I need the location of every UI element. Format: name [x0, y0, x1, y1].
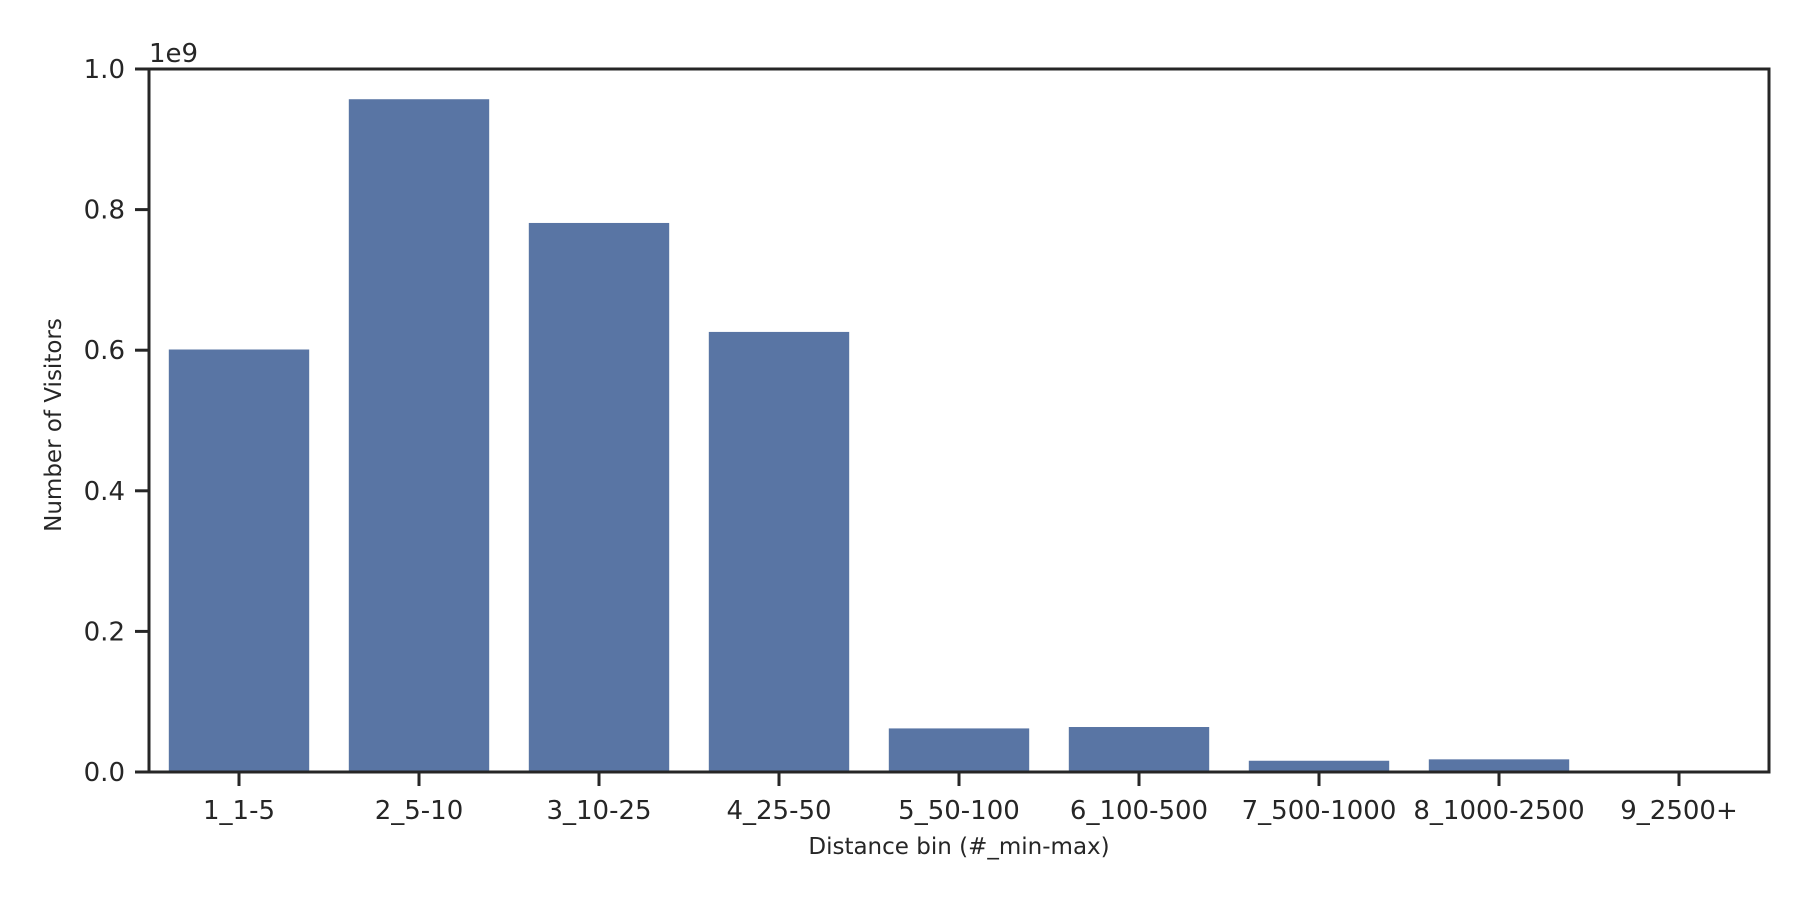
bar-5_50-100: [888, 728, 1030, 772]
x-tick-label: 5_50-100: [898, 796, 1020, 826]
bar-2_5-10: [348, 99, 490, 772]
x-tick-label: 2_5-10: [375, 796, 464, 826]
x-tick-label: 3_10-25: [546, 796, 651, 826]
bars-group: [168, 99, 1570, 772]
x-tick-label: 6_100-500: [1070, 796, 1208, 826]
bar-6_100-500: [1068, 727, 1210, 772]
x-tick-label: 8_1000-2500: [1413, 796, 1584, 826]
y-axis-ticks: 0.0 0.2 0.4 0.6 0.8 1.0: [84, 55, 149, 788]
y-tick-label: 0.6: [84, 336, 125, 366]
x-axis-label: Distance bin (#_min-max): [808, 834, 1109, 860]
y-tick-label: 0.0: [84, 758, 125, 788]
y-offset-text: 1e9: [149, 39, 198, 69]
bar-1_1-5: [168, 349, 310, 772]
x-tick-label: 7_500-1000: [1242, 796, 1397, 826]
bar-4_25-50: [708, 331, 850, 772]
y-tick-label: 0.2: [84, 617, 125, 647]
plot-frame: [147, 67, 1771, 774]
y-axis-label: Number of Visitors: [41, 318, 67, 532]
x-tick-label: 1_1-5: [203, 796, 275, 826]
bar-8_1000-2500: [1428, 759, 1570, 772]
x-tick-label: 9_2500+: [1620, 796, 1738, 826]
bar-3_10-25: [528, 222, 670, 772]
x-axis-ticks: 1_1-5 2_5-10 3_10-25 4_25-50 5_50-100 6_100-5…: [203, 772, 1738, 826]
y-tick-label: 0.8: [84, 196, 125, 226]
y-tick-label: 0.4: [84, 477, 125, 507]
y-tick-label: 1.0: [84, 55, 125, 85]
x-tick-label: 4_25-50: [726, 796, 831, 826]
bar-7_500-1000: [1248, 760, 1390, 772]
